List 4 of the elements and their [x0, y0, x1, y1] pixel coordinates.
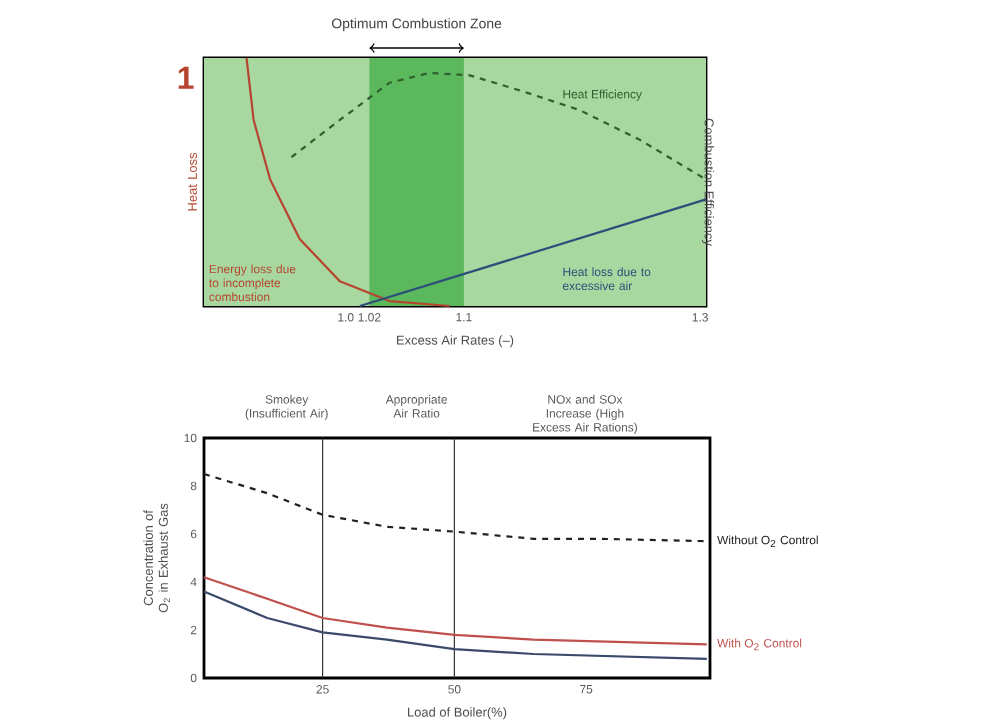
line-series — [202, 590, 708, 660]
text: 1 — [178, 66, 194, 89]
line-series — [202, 576, 708, 646]
line-series — [202, 472, 708, 543]
